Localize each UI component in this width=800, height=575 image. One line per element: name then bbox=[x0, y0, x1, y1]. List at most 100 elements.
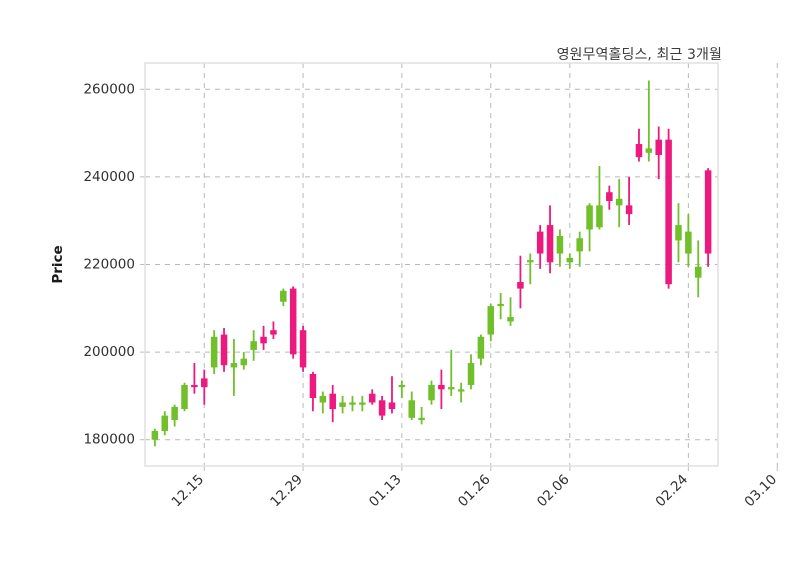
candle-body bbox=[299, 330, 307, 368]
candle-body bbox=[546, 225, 554, 263]
candle-body bbox=[517, 282, 524, 289]
candle-body bbox=[240, 358, 248, 366]
candlestick bbox=[181, 382, 188, 412]
candle-body bbox=[220, 334, 228, 366]
candle-body bbox=[487, 306, 495, 335]
candlestick bbox=[546, 205, 554, 274]
candle-body bbox=[576, 238, 583, 252]
candlestick bbox=[171, 404, 178, 427]
candle-body bbox=[329, 393, 336, 410]
candle-body bbox=[398, 384, 406, 388]
candlestick bbox=[536, 225, 544, 269]
candlestick bbox=[398, 380, 406, 399]
candle-body bbox=[250, 341, 257, 350]
candle-body bbox=[556, 236, 564, 254]
candle-body bbox=[694, 266, 702, 278]
candle-body bbox=[635, 144, 643, 158]
x-axis-tick-label: 01.13 bbox=[366, 472, 405, 511]
candle-body bbox=[586, 205, 593, 230]
candlestick bbox=[319, 391, 327, 414]
y-axis-tick-label: 200000 bbox=[83, 344, 135, 360]
candle-body bbox=[339, 402, 346, 407]
candle-body bbox=[596, 205, 603, 228]
candlestick bbox=[260, 325, 267, 350]
candle-body bbox=[319, 395, 327, 403]
candle-body bbox=[457, 389, 465, 392]
candle-body bbox=[447, 387, 455, 390]
candlestick bbox=[487, 303, 495, 342]
candle-body bbox=[408, 400, 416, 418]
candlestick bbox=[210, 330, 218, 375]
candlestick bbox=[349, 395, 356, 412]
x-axis-tick-label: 02.24 bbox=[653, 472, 692, 511]
candle-body bbox=[349, 402, 356, 405]
candlestick bbox=[289, 286, 297, 359]
candlestick bbox=[151, 428, 159, 447]
candle-body bbox=[280, 290, 287, 302]
candle-body bbox=[270, 330, 277, 335]
candlestick bbox=[625, 176, 633, 226]
candlestick bbox=[477, 334, 485, 366]
plot-area-border bbox=[144, 62, 719, 467]
candlestick bbox=[418, 406, 425, 425]
candle-body bbox=[151, 430, 159, 440]
candlestick bbox=[586, 203, 593, 252]
candlestick bbox=[339, 395, 346, 414]
x-axis-tick-label: 03.10 bbox=[741, 472, 780, 511]
candlestick bbox=[704, 168, 712, 267]
candle-body bbox=[191, 384, 198, 388]
candle-body bbox=[289, 288, 297, 355]
candle-body bbox=[418, 417, 425, 421]
candle-body bbox=[645, 148, 653, 153]
candlestick bbox=[191, 363, 198, 394]
candlestick bbox=[556, 229, 564, 267]
candle-body bbox=[230, 363, 238, 368]
candlestick bbox=[359, 395, 366, 412]
candle-body bbox=[497, 303, 504, 307]
candle-body bbox=[704, 170, 712, 254]
candlestick bbox=[447, 349, 455, 396]
candle-body bbox=[527, 260, 534, 263]
candlestick bbox=[230, 338, 238, 396]
y-axis-title: Price bbox=[50, 245, 66, 283]
candlestick bbox=[329, 384, 336, 423]
candlestick bbox=[615, 179, 623, 228]
candle-body bbox=[171, 406, 178, 421]
candlestick bbox=[665, 128, 672, 289]
candlestick bbox=[596, 165, 603, 230]
candlestick bbox=[368, 389, 376, 405]
candlestick bbox=[378, 395, 386, 421]
candle-body bbox=[388, 402, 396, 410]
candlestick bbox=[517, 255, 524, 309]
candle-body bbox=[428, 384, 435, 401]
x-axis-tick-label: 01.26 bbox=[455, 472, 494, 511]
candlestick bbox=[694, 240, 702, 298]
x-axis-tick-label: 12.15 bbox=[168, 472, 207, 511]
candlestick bbox=[685, 214, 692, 267]
candle-body bbox=[625, 205, 633, 215]
candle-body bbox=[438, 384, 445, 390]
candlestick bbox=[576, 231, 583, 267]
x-axis-tick-label: 02.06 bbox=[534, 472, 573, 511]
candlestick bbox=[467, 354, 475, 390]
candle-body bbox=[201, 378, 208, 388]
candlestick bbox=[388, 376, 396, 414]
candlestick bbox=[457, 382, 465, 403]
candle-body bbox=[181, 384, 188, 410]
candle-body bbox=[507, 317, 514, 322]
candlestick bbox=[201, 369, 208, 405]
candlestick bbox=[250, 330, 257, 361]
candlestick bbox=[438, 369, 445, 410]
candlestick bbox=[280, 288, 287, 307]
candlestick bbox=[161, 411, 169, 436]
y-axis-tick-label: 220000 bbox=[83, 257, 135, 273]
candlestick bbox=[240, 352, 248, 370]
candle-body bbox=[161, 415, 169, 431]
candle-body bbox=[685, 231, 692, 254]
candle-body bbox=[309, 374, 317, 399]
candlestick bbox=[635, 128, 643, 162]
y-axis-tick-label: 260000 bbox=[83, 81, 135, 97]
candlestick bbox=[566, 253, 574, 269]
